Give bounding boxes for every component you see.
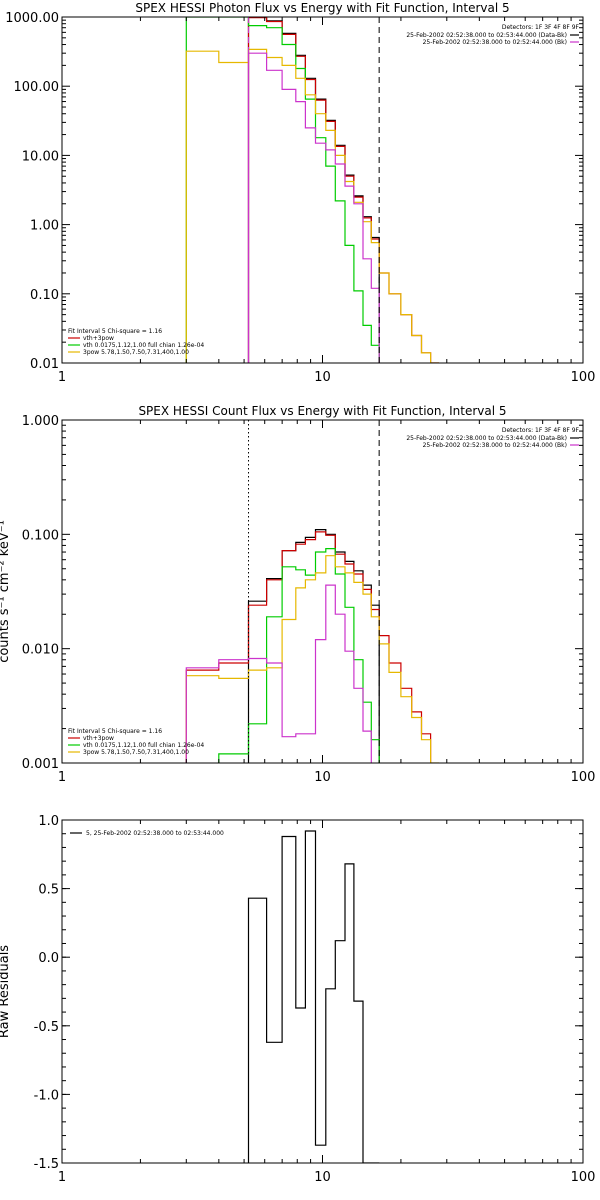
series-data-bk [247,529,380,763]
y-tick-label: 1.00 [30,219,59,234]
chart-title: SPEX HESSI Count Flux vs Energy with Fit… [138,404,506,418]
y-axis-label: counts s⁻¹ cm⁻² keV⁻¹ [0,520,12,663]
legend-left-entry: vth 0.0175,1.12,1.00 full chian 1.26e-04 [83,342,204,349]
plot-frame [61,16,584,364]
y-tick-label: 0.001 [22,757,59,772]
series-data-bk [247,17,380,363]
series-vth [218,548,380,763]
legend-left-entry: 3pow 5.78,1.50,7.50,7.31,400,1.00 [83,349,189,356]
y-tick-label: 0.100 [22,528,59,543]
series-3pow [185,555,439,763]
legend-right-entry: 25-Feb-2002 02:52:38.000 to 02:53:44.000… [406,32,567,39]
chart-title: SPEX HESSI Photon Flux vs Energy with Fi… [135,1,509,15]
series-bk [247,52,380,363]
series-group [185,17,439,363]
chart-count: SPEX HESSI Count Flux vs Energy with Fit… [0,404,595,785]
chart-photon: SPEX HESSI Photon Flux vs Energy with Fi… [5,1,595,385]
y-tick-label: -1.0 [34,1088,59,1103]
x-tick-label: 10 [314,370,331,385]
x-tick-label: 10 [314,1170,331,1185]
legend-right-entry: 25-Feb-2002 02:52:38.000 to 02:52:44.000… [423,442,567,449]
y-axis-label: Raw Residuals [0,945,12,1038]
series-group [247,830,380,1163]
series-vth [185,17,380,363]
y-tick-label: -1.5 [34,1157,59,1172]
y-tick-label: 0.010 [22,643,59,658]
legend-left-entry: 5, 25-Feb-2002 02:52:38.000 to 02:53:44.… [86,830,224,837]
y-tick-label: 1.0 [38,814,59,829]
legend-left-entry: vth+3pow [83,335,114,342]
x-tick-label: 100 [571,770,596,785]
y-tick-label: -0.5 [34,1020,59,1035]
x-tick-label: 1 [58,770,66,785]
y-tick-label: 0.0 [38,951,59,966]
y-tick-label: 0.10 [30,288,59,303]
y-tick-label: 1000.00 [5,11,59,26]
x-tick-label: 1 [58,370,66,385]
y-tick-label: 100.00 [14,80,60,95]
x-tick-label: 100 [571,1170,596,1185]
legend-detectors: Detectors: 1F 3F 4F 8F 9F [502,427,580,434]
plot-frame [61,819,584,1164]
chart-residuals: Raw Residuals 1 10 100 -1.5 -1.0 -0.5 0.0 0.5 1.0… [0,814,595,1185]
legend-right-entry: 25-Feb-2002 02:52:38.000 to 02:52:44.000… [423,39,567,46]
series-residuals [247,830,380,1163]
series-bk [185,584,372,763]
legend-left-entry: vth+3pow [83,735,114,742]
x-tick-label: 100 [571,370,596,385]
series-vth-3pow [185,531,432,763]
legend-fit-header: Fit Interval 5 Chi-square = 1.16 [68,328,162,335]
plot-frame [61,419,584,764]
y-tick-label: 10.00 [22,149,59,164]
y-tick-label: 0.01 [30,357,59,372]
y-tick-label: 1.000 [22,414,59,429]
x-tick-label: 1 [58,1170,66,1185]
series-group [185,529,439,763]
legend-left-entry: vth 0.0175,1.12,1.00 full chian 1.26e-04 [83,742,204,749]
series-3pow [185,48,439,363]
legend-right-entry: 25-Feb-2002 02:52:38.000 to 02:53:44.000… [406,435,567,442]
series-vth-3pow [247,17,439,363]
legend-detectors: Detectors: 1F 3F 4F 8F 9F [502,24,580,31]
x-tick-label: 10 [314,770,331,785]
legend-fit-header: Fit Interval 5 Chi-square = 1.16 [68,728,162,735]
y-tick-label: 0.5 [38,883,59,898]
legend-left-entry: 3pow 5.78,1.50,7.50,7.31,400,1.00 [83,749,189,756]
